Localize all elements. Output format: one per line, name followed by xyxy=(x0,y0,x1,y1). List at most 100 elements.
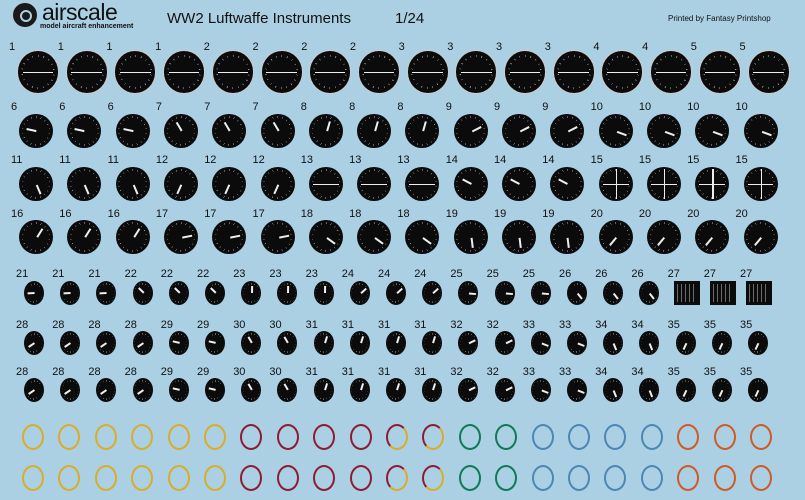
instrument-number-label: 3 xyxy=(447,41,454,53)
instrument-number-label: 15 xyxy=(590,154,603,166)
instrument-number-label: 17 xyxy=(204,208,217,220)
instrument-number-label: 20 xyxy=(735,208,748,220)
bezel-ring-decal-red xyxy=(240,465,263,491)
instrument-number-label: 12 xyxy=(204,154,217,166)
gauge-tick-marks xyxy=(263,222,292,252)
instrument-number-label: 19 xyxy=(542,208,555,220)
gauge-tick-marks xyxy=(118,222,147,252)
instrument-gauge-decal xyxy=(748,378,768,402)
bezel-ring-decal-red xyxy=(349,465,372,491)
instrument-number-label: 9 xyxy=(445,101,452,113)
gauge-tick-marks xyxy=(166,222,196,252)
instrument-gauge-decal xyxy=(743,166,778,202)
instrument-gauge-decal xyxy=(747,50,790,94)
gauge-tick-marks xyxy=(749,379,767,401)
bezel-ring-decal-green xyxy=(495,465,518,491)
instrument-gauge-decal xyxy=(260,166,295,202)
instrument-number-label: 10 xyxy=(638,101,652,113)
instrument-number-label: 1 xyxy=(155,41,162,53)
instrument-number-label: 13 xyxy=(349,154,362,166)
gauge-tick-marks xyxy=(459,332,477,354)
instrument-number-label: 29 xyxy=(197,366,210,378)
bezel-ring-decal-red xyxy=(240,424,263,450)
bezel-ring-decal-orange xyxy=(677,424,700,450)
instrument-gauge-decal xyxy=(743,113,778,149)
instrument-gauge-decal xyxy=(168,331,189,355)
instrument-number-label: 4 xyxy=(593,41,600,53)
instrument-gauge-decal xyxy=(405,113,440,149)
horizon-line xyxy=(314,71,346,74)
instrument-number-label: 32 xyxy=(486,366,499,378)
horizon-line xyxy=(412,71,443,74)
instrument-gauge-decal xyxy=(260,113,295,149)
instrument-number-label: 35 xyxy=(667,366,680,378)
instrument-number-label: 18 xyxy=(300,208,314,220)
instrument-number-label: 1 xyxy=(9,41,16,53)
gauge-tick-marks xyxy=(504,116,534,146)
instrument-number-label: 31 xyxy=(305,366,318,378)
instrument-number-label: 35 xyxy=(703,366,717,378)
gauge-tick-marks xyxy=(423,282,441,304)
instrument-panel-square-decal xyxy=(709,281,736,305)
instrument-panel-square-decal xyxy=(673,281,700,305)
gauge-tick-marks xyxy=(553,116,582,146)
instrument-number-label: 10 xyxy=(735,101,748,113)
gauge-tick-marks xyxy=(532,282,550,304)
instrument-gauge-decal xyxy=(212,113,247,149)
instrument-gauge-decal xyxy=(163,113,198,149)
instrument-gauge-decal xyxy=(357,50,400,94)
gauge-tick-marks xyxy=(214,222,244,252)
instrument-gauge-decal xyxy=(277,331,298,355)
instrument-number-label: 27 xyxy=(703,268,717,280)
instrument-gauge-decal xyxy=(550,219,585,255)
instrument-gauge-decal xyxy=(502,113,536,149)
bezel-ring-decal-yellow xyxy=(58,424,81,450)
instrument-number-label: 26 xyxy=(595,268,608,280)
instrument-gauge-decal xyxy=(453,166,488,202)
instrument-number-label: 23 xyxy=(305,268,318,280)
instrument-gauge-decal xyxy=(115,113,150,149)
bezel-ring-decal-red-yellow xyxy=(422,465,445,491)
instrument-gauge-decal xyxy=(603,331,624,355)
gauge-tick-marks xyxy=(459,282,477,304)
bezel-ring-decal-yellow xyxy=(167,465,190,491)
gauge-tick-marks xyxy=(311,116,341,146)
instrument-gauge-decal xyxy=(504,50,546,94)
instrument-gauge-decal xyxy=(211,50,254,94)
instrument-gauge-decal xyxy=(313,331,334,355)
bezel-ring-decal-yellow xyxy=(94,465,117,491)
bezel-ring-decal-red-yellow xyxy=(422,424,445,450)
instrument-number-label: 35 xyxy=(667,319,680,331)
gauge-tick-marks xyxy=(70,222,99,252)
instrument-number-label: 6 xyxy=(107,101,114,113)
instrument-gauge-decal xyxy=(349,378,370,402)
gauge-tick-marks xyxy=(21,169,51,199)
bezel-ring-decal-orange xyxy=(750,424,772,450)
instrument-gauge-decal xyxy=(711,331,732,355)
instrument-number-label: 30 xyxy=(233,319,246,331)
instrument-number-label: 20 xyxy=(638,208,652,220)
horizon-line xyxy=(409,183,436,186)
instrument-number-label: 14 xyxy=(494,154,507,166)
instrument-gauge-decal xyxy=(422,281,443,305)
instrument-gauge-decal xyxy=(567,378,587,402)
bezel-ring-decal-green xyxy=(458,424,481,450)
gauge-tick-marks xyxy=(315,379,332,401)
instrument-gauge-decal xyxy=(277,281,298,305)
instrument-number-label: 24 xyxy=(378,268,391,280)
instrument-gauge-decal xyxy=(603,378,624,402)
instrument-number-label: 33 xyxy=(559,319,572,331)
instrument-number-label: 25 xyxy=(486,268,499,280)
bezel-ring-decal-red-yellow xyxy=(386,424,408,450)
horizon-line xyxy=(753,71,784,74)
horizon-line xyxy=(217,71,248,74)
instrument-number-label: 15 xyxy=(638,154,652,166)
instrument-gauge-decal xyxy=(241,378,262,402)
instrument-number-label: 31 xyxy=(341,319,355,331)
instrument-number-label: 12 xyxy=(155,154,169,166)
gauge-tick-marks xyxy=(746,116,775,146)
instrument-number-label: 31 xyxy=(341,366,355,378)
gauge-tick-marks xyxy=(604,332,622,354)
bezel-ring-decal-red xyxy=(276,465,299,491)
instrument-gauge-decal xyxy=(349,281,370,305)
